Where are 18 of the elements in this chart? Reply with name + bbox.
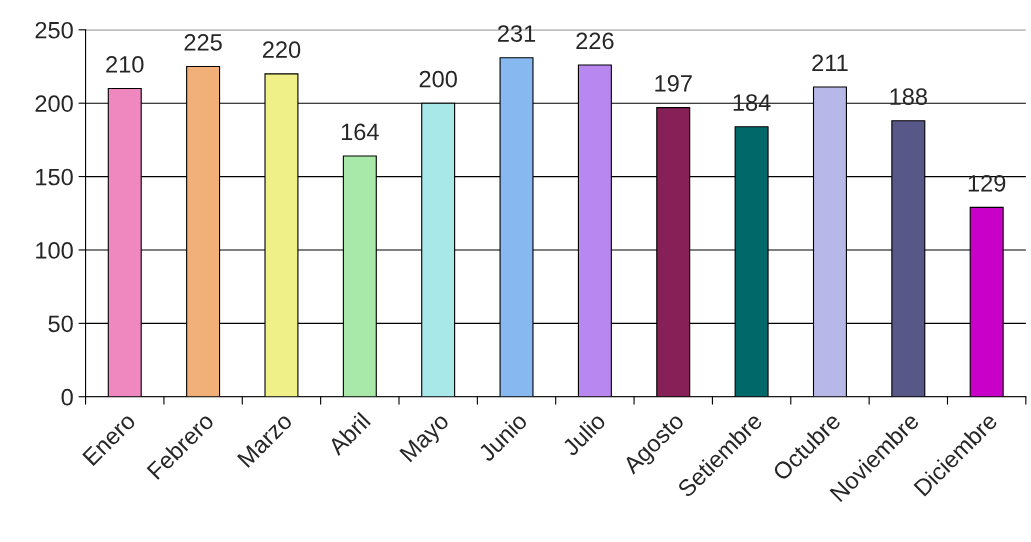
data-label: 197 <box>655 75 692 92</box>
y-tick-label: 250 <box>35 21 73 39</box>
y-tick-label: 50 <box>48 315 73 333</box>
y-tick-label: 0 <box>61 388 73 406</box>
data-label: 164 <box>341 123 379 141</box>
data-label: 231 <box>498 25 536 42</box>
y-tick-label: 100 <box>36 242 73 259</box>
data-label: 220 <box>262 41 301 59</box>
y-tick-label: 150 <box>36 168 73 186</box>
data-label: 129 <box>968 174 1006 192</box>
data-label: 188 <box>890 88 927 106</box>
y-tick-label: 200 <box>35 95 73 112</box>
data-label: 210 <box>106 56 144 73</box>
data-label: 225 <box>184 34 222 51</box>
data-label: 211 <box>812 54 848 72</box>
x-tick-label: Julio <box>560 411 607 457</box>
data-label: 226 <box>576 32 614 50</box>
data-label: 200 <box>419 70 457 88</box>
